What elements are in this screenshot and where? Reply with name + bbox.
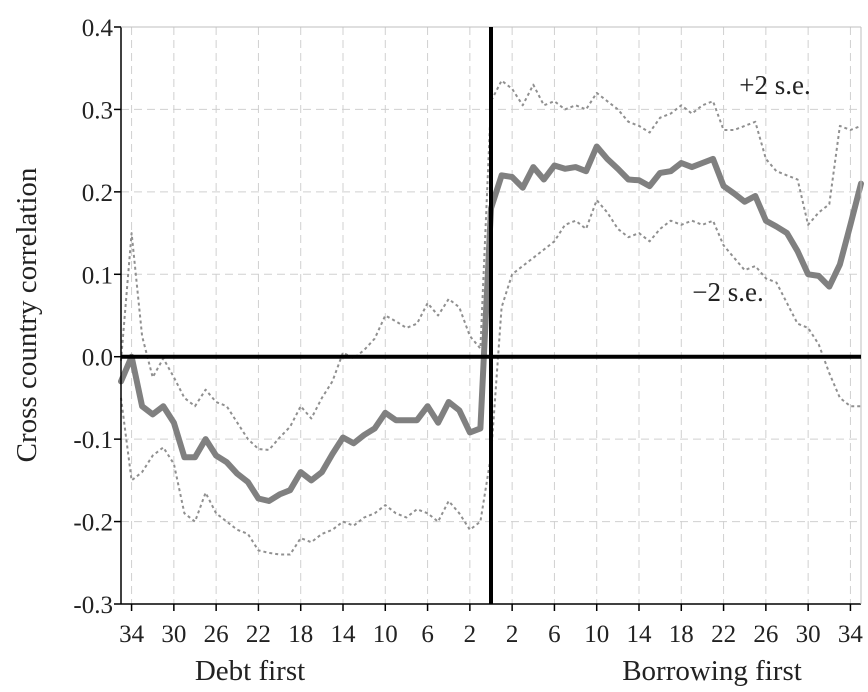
- x-tick-label: 34: [838, 621, 864, 648]
- x-tick-label: 34: [119, 621, 145, 648]
- x-tick-label: 2: [464, 621, 477, 648]
- grid: [121, 26, 861, 605]
- lower-band-annotation: −2 s.e.: [692, 277, 763, 307]
- upper-se-band-line: [120, 79, 862, 451]
- group-label-left: Debt first: [195, 655, 305, 687]
- labels: Cross country correlation Debt first Bor…: [11, 70, 811, 687]
- x-tick-label: 6: [548, 621, 561, 648]
- x-tick-label: 10: [373, 621, 398, 648]
- x-tick-label: 22: [246, 621, 271, 648]
- upper-band-annotation: +2 s.e.: [739, 70, 810, 100]
- x-tick-label: 30: [161, 621, 186, 648]
- x-tick-label: 18: [288, 621, 313, 648]
- y-tick-label: 0.1: [82, 262, 113, 289]
- x-tick-label: 30: [796, 621, 821, 648]
- y-axis-title: Cross country correlation: [11, 167, 43, 462]
- y-tick-label: -0.3: [73, 592, 113, 619]
- x-tick-label: 6: [421, 621, 434, 648]
- x-tick-label: 14: [331, 621, 357, 648]
- axes: -0.3-0.2-0.10.00.10.20.30.434 30 26 22 18 14 1…: [73, 15, 863, 648]
- x-tick-label: 26: [753, 621, 778, 648]
- y-tick-label: -0.2: [73, 510, 113, 537]
- x-tick-label: 22: [711, 621, 736, 648]
- x-tick-label: 18: [669, 621, 694, 648]
- y-tick-label: 0.0: [82, 345, 113, 372]
- y-tick-label: -0.1: [73, 427, 113, 454]
- x-tick-label: 14: [627, 621, 653, 648]
- y-tick-label: 0.2: [82, 180, 113, 207]
- group-label-right: Borrowing first: [622, 655, 802, 687]
- x-tick-label: 10: [584, 621, 609, 648]
- y-tick-label: 0.3: [82, 97, 113, 124]
- lower-se-band-line: [120, 199, 861, 556]
- x-tick-label: 26: [204, 621, 229, 648]
- y-tick-label: 0.4: [82, 15, 114, 42]
- x-tick-label: 2: [506, 621, 519, 648]
